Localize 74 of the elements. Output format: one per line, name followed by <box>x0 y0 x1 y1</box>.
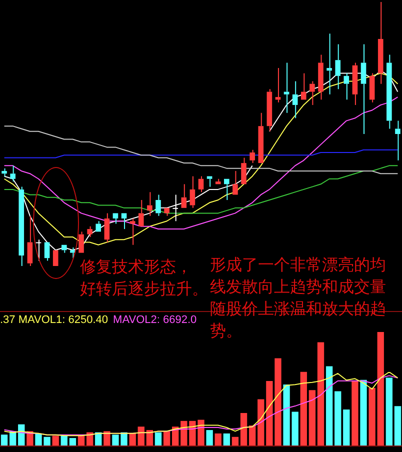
candlestick <box>224 178 230 200</box>
candlestick <box>395 120 400 161</box>
bar <box>0 434 8 446</box>
candlestick <box>369 72 375 103</box>
candlestick <box>104 212 110 243</box>
bar <box>343 410 350 446</box>
bar <box>78 436 85 446</box>
bar <box>248 425 256 446</box>
candlestick <box>292 80 298 119</box>
candlestick <box>352 62 358 106</box>
candlestick <box>232 170 238 195</box>
text: MAVOL2: 6692.0 <box>113 314 197 326</box>
candlestick <box>250 149 255 164</box>
bar <box>300 372 307 446</box>
bar <box>308 390 316 446</box>
candlestick <box>344 72 350 100</box>
candlestick <box>181 184 187 208</box>
candlestick <box>156 194 161 216</box>
bar <box>214 433 222 446</box>
candlestick <box>130 218 136 246</box>
candlestick <box>96 220 102 232</box>
bar <box>104 431 110 446</box>
candlestick <box>27 215 33 266</box>
annotation: 修复技术形态，好转后逐步拉升。 <box>80 257 208 298</box>
candlestick <box>206 176 212 188</box>
candlestick <box>198 176 204 193</box>
candlestick <box>44 242 50 262</box>
candlestick <box>164 208 170 216</box>
bar <box>154 432 162 446</box>
candlestick <box>172 194 178 222</box>
candlestick <box>258 112 264 164</box>
bar <box>386 378 393 446</box>
bar <box>334 391 342 446</box>
candlestick <box>215 178 221 184</box>
bar <box>352 381 358 446</box>
bar <box>69 438 76 446</box>
candlestick <box>78 231 84 253</box>
bar <box>60 436 68 446</box>
candlestick <box>147 192 152 216</box>
candlestick <box>121 213 127 230</box>
candlestick <box>2 168 7 177</box>
candlestick <box>300 72 306 100</box>
bar <box>52 436 59 446</box>
bar <box>326 366 333 446</box>
candlestick <box>266 88 272 132</box>
bar <box>317 342 324 446</box>
candlestick <box>62 244 67 254</box>
bar <box>138 426 144 446</box>
candlestick <box>335 44 341 90</box>
candlestick <box>190 176 196 208</box>
candlestick <box>326 33 332 95</box>
bar <box>377 332 384 446</box>
candlestick <box>112 213 118 224</box>
candlestick <box>360 44 366 134</box>
candlestick <box>18 186 24 266</box>
bar <box>360 380 367 446</box>
candlestick <box>310 80 315 106</box>
bar <box>394 406 402 446</box>
candlestick <box>386 54 392 130</box>
text: .37 MAVOL1: 6250.40 <box>0 314 108 326</box>
bar <box>163 431 170 446</box>
candlestick <box>87 226 92 238</box>
bar <box>368 388 376 446</box>
candlestick <box>241 157 246 184</box>
bar <box>129 433 136 446</box>
bar <box>223 433 230 446</box>
bar <box>232 436 239 446</box>
candlestick <box>378 2 384 84</box>
bar <box>240 412 248 446</box>
candlestick <box>138 200 144 226</box>
bar <box>258 399 264 446</box>
candlestick <box>318 54 324 100</box>
bar <box>206 430 213 446</box>
candlestick <box>10 165 16 182</box>
